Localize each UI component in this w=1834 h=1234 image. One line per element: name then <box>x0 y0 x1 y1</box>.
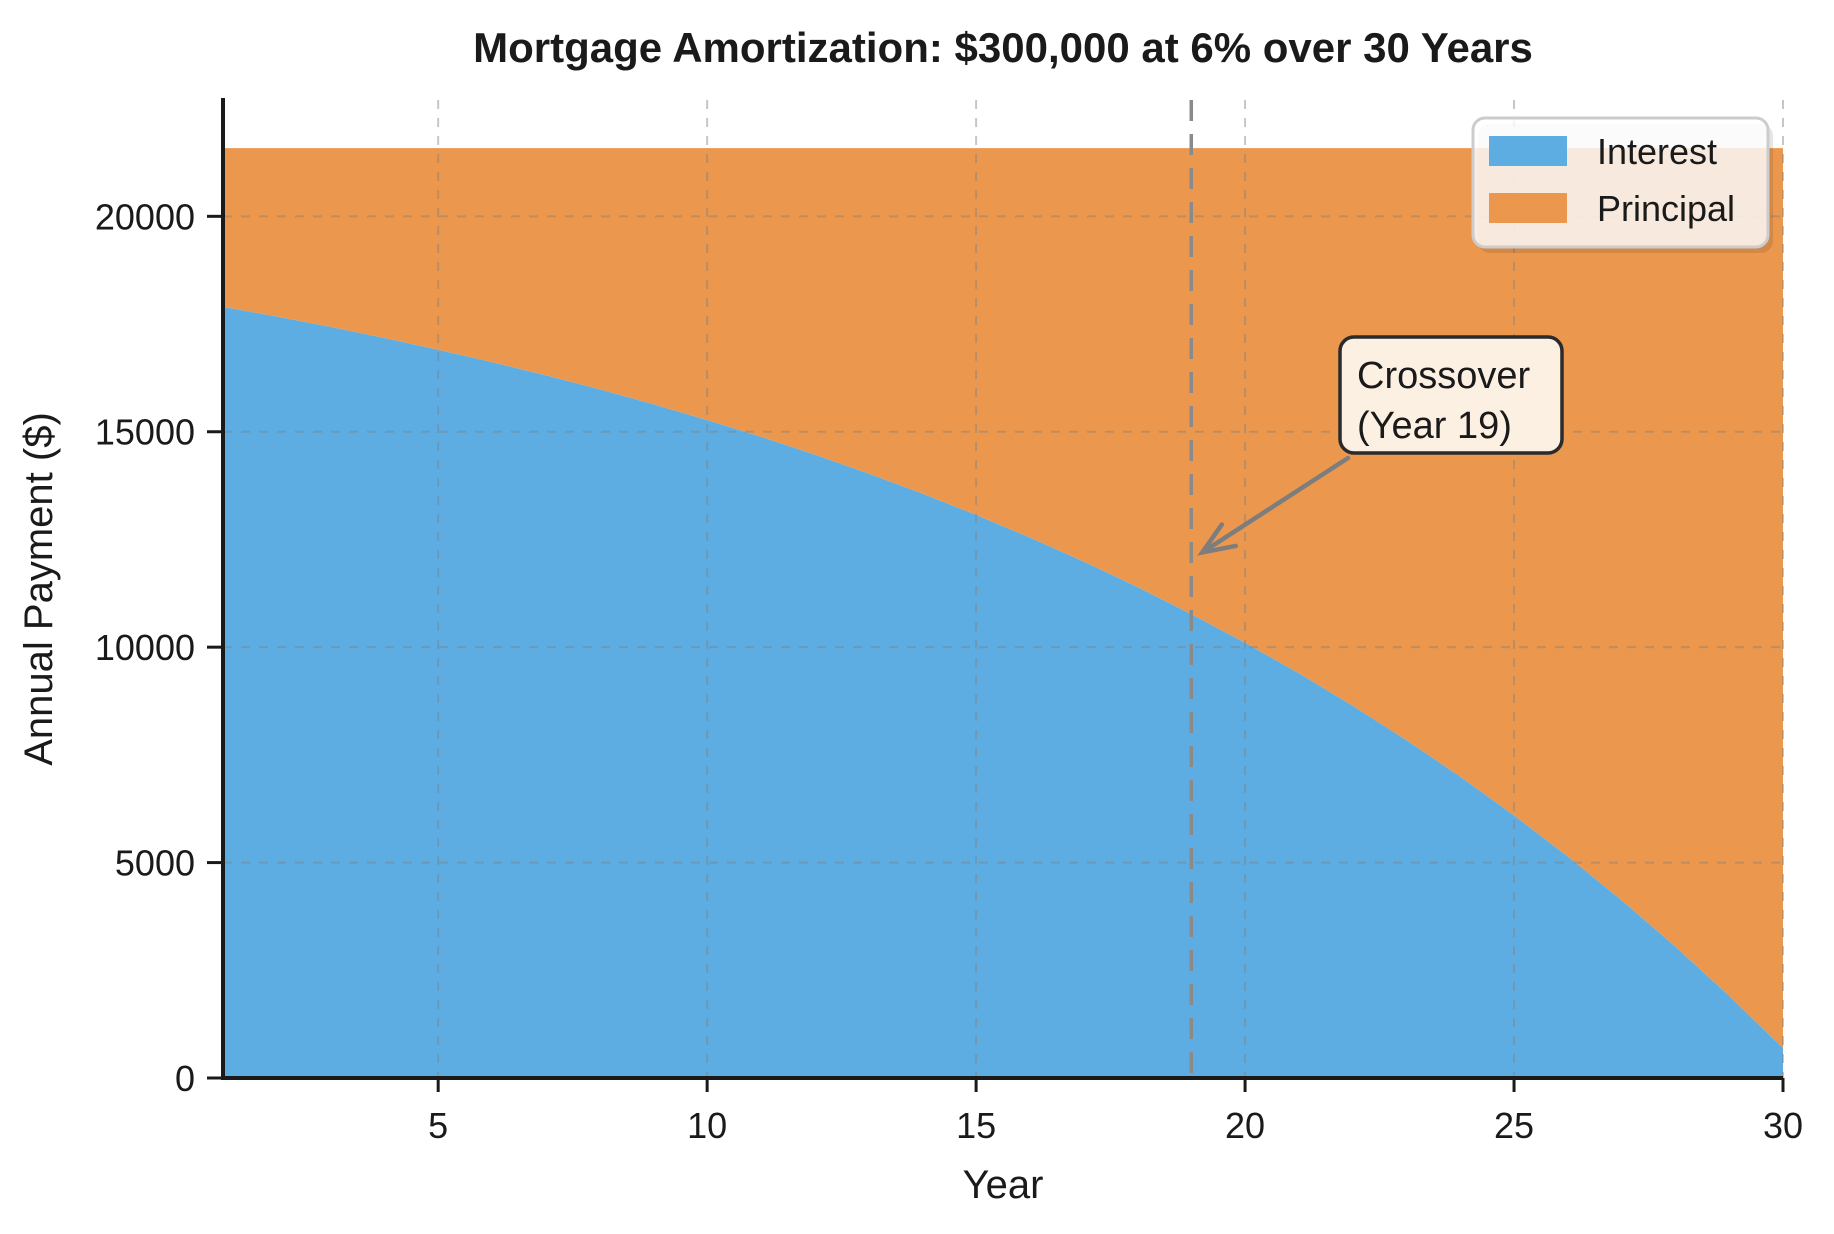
legend-swatch-interest <box>1489 136 1567 166</box>
y-tick-label: 5000 <box>115 843 195 884</box>
y-tick-label: 20000 <box>95 196 195 237</box>
tick-labels-group: 5 10 15 20 25 30 0 5000 10000 15000 20000 <box>95 196 1803 1146</box>
annotation-box <box>1338 335 1564 455</box>
x-tick-label: 20 <box>1225 1105 1265 1146</box>
legend-swatch-principal <box>1489 193 1567 223</box>
annotation-line1: Crossover <box>1357 355 1530 397</box>
legend: Interest Principal <box>1471 116 1773 253</box>
legend-label-interest: Interest <box>1597 131 1717 172</box>
crossover-annotation: Crossover (Year 19) <box>1197 335 1564 556</box>
chart-title: Mortgage Amortization: $300,000 at 6% ov… <box>473 24 1533 71</box>
y-tick-label: 0 <box>175 1058 195 1099</box>
y-tick-label: 15000 <box>95 412 195 453</box>
x-tick-label: 5 <box>428 1105 448 1146</box>
y-tick-label: 10000 <box>95 627 195 668</box>
interest-area <box>223 306 1783 1078</box>
x-tick-label: 25 <box>1494 1105 1534 1146</box>
area-series-group <box>223 148 1783 1078</box>
annotation-line2: (Year 19) <box>1357 405 1512 447</box>
x-axis-label: Year <box>963 1163 1044 1207</box>
x-tick-label: 30 <box>1763 1105 1803 1146</box>
x-tick-label: 15 <box>956 1105 996 1146</box>
y-axis-label: Annual Payment ($) <box>17 412 61 766</box>
legend-label-principal: Principal <box>1597 188 1735 229</box>
axes-group <box>207 98 1785 1092</box>
x-tick-label: 10 <box>687 1105 727 1146</box>
annotation-arrow <box>1197 455 1351 556</box>
